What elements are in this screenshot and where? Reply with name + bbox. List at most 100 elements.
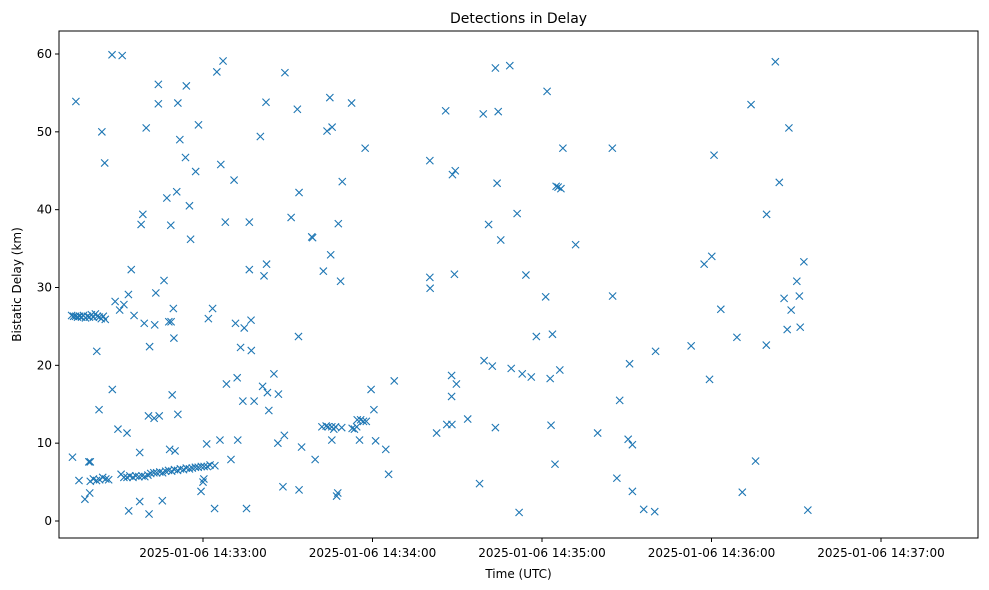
y-tick-label: 20 xyxy=(37,358,52,372)
data-point xyxy=(197,462,206,471)
data-point xyxy=(124,506,133,515)
data-point xyxy=(212,67,221,76)
data-point xyxy=(240,323,249,332)
data-point xyxy=(166,221,175,230)
data-point xyxy=(628,487,637,496)
data-point xyxy=(182,81,191,90)
data-point xyxy=(558,144,567,153)
data-point xyxy=(333,488,342,497)
data-point xyxy=(85,488,94,497)
data-point xyxy=(552,182,561,191)
data-point xyxy=(716,305,725,314)
data-point xyxy=(173,410,182,419)
data-point xyxy=(448,170,457,179)
data-point xyxy=(612,474,621,483)
y-tick-label: 50 xyxy=(37,125,52,139)
data-point xyxy=(238,397,247,406)
data-point xyxy=(119,473,128,482)
data-point xyxy=(480,356,489,365)
data-point xyxy=(144,411,153,420)
y-axis-label: Bistatic Delay (km) xyxy=(10,227,24,342)
data-point xyxy=(359,417,368,426)
data-point xyxy=(556,184,565,193)
data-point xyxy=(463,415,472,424)
data-point xyxy=(475,479,484,488)
data-point xyxy=(527,373,536,381)
data-point xyxy=(352,422,361,431)
data-point xyxy=(732,333,741,342)
data-point xyxy=(371,436,380,445)
data-point xyxy=(792,277,801,286)
data-point xyxy=(182,464,191,473)
data-point xyxy=(650,507,659,516)
data-point xyxy=(328,123,337,132)
data-point xyxy=(799,257,808,266)
data-point xyxy=(124,290,133,299)
data-point xyxy=(93,312,102,321)
data-point xyxy=(323,127,332,136)
data-point xyxy=(73,313,82,322)
data-point xyxy=(263,388,272,397)
data-point xyxy=(199,474,208,483)
data-point xyxy=(152,468,161,477)
x-tick-label: 2025-01-06 14:35:00 xyxy=(478,546,605,560)
data-point xyxy=(123,429,131,438)
data-point xyxy=(367,385,376,394)
data-point xyxy=(426,284,435,293)
data-point xyxy=(199,478,207,487)
data-point xyxy=(796,323,805,332)
data-point xyxy=(145,342,154,351)
data-point xyxy=(771,57,780,66)
data-point xyxy=(185,201,194,210)
data-point xyxy=(269,369,278,378)
data-point xyxy=(160,276,169,285)
data-point xyxy=(233,373,242,382)
data-point xyxy=(532,332,541,341)
data-point xyxy=(507,364,516,373)
data-point xyxy=(219,57,228,65)
data-point xyxy=(274,390,283,399)
data-point xyxy=(127,265,136,274)
data-point xyxy=(104,475,113,484)
y-tick-label: 40 xyxy=(37,203,52,217)
data-point xyxy=(175,135,184,144)
data-point xyxy=(491,423,500,432)
data-point xyxy=(273,439,282,448)
data-point xyxy=(505,61,514,70)
data-point xyxy=(111,297,120,306)
data-point xyxy=(181,153,190,162)
data-point xyxy=(452,380,461,389)
data-point xyxy=(327,436,336,445)
x-tick-label: 2025-01-06 14:33:00 xyxy=(139,546,266,560)
data-point xyxy=(115,306,124,315)
data-point xyxy=(425,273,434,282)
data-point xyxy=(135,448,144,457)
data-point xyxy=(432,429,441,438)
data-point xyxy=(615,396,624,405)
data-point xyxy=(547,421,556,430)
data-point xyxy=(167,317,176,326)
data-point xyxy=(256,132,265,141)
data-point xyxy=(247,346,256,355)
data-point xyxy=(546,374,555,383)
data-point xyxy=(236,343,245,352)
data-point xyxy=(165,445,174,454)
data-point xyxy=(71,97,80,106)
data-point xyxy=(101,315,110,324)
data-point xyxy=(361,144,370,153)
data-point xyxy=(80,495,89,504)
data-point xyxy=(233,436,242,445)
data-point xyxy=(353,415,362,424)
data-point xyxy=(137,220,146,229)
data-point xyxy=(150,320,159,329)
data-point xyxy=(210,461,219,470)
data-point xyxy=(593,429,602,438)
data-point xyxy=(293,105,302,114)
data-point xyxy=(97,127,106,136)
data-point xyxy=(95,405,104,414)
data-point xyxy=(324,422,333,431)
data-point xyxy=(447,371,456,380)
data-point xyxy=(294,332,303,341)
